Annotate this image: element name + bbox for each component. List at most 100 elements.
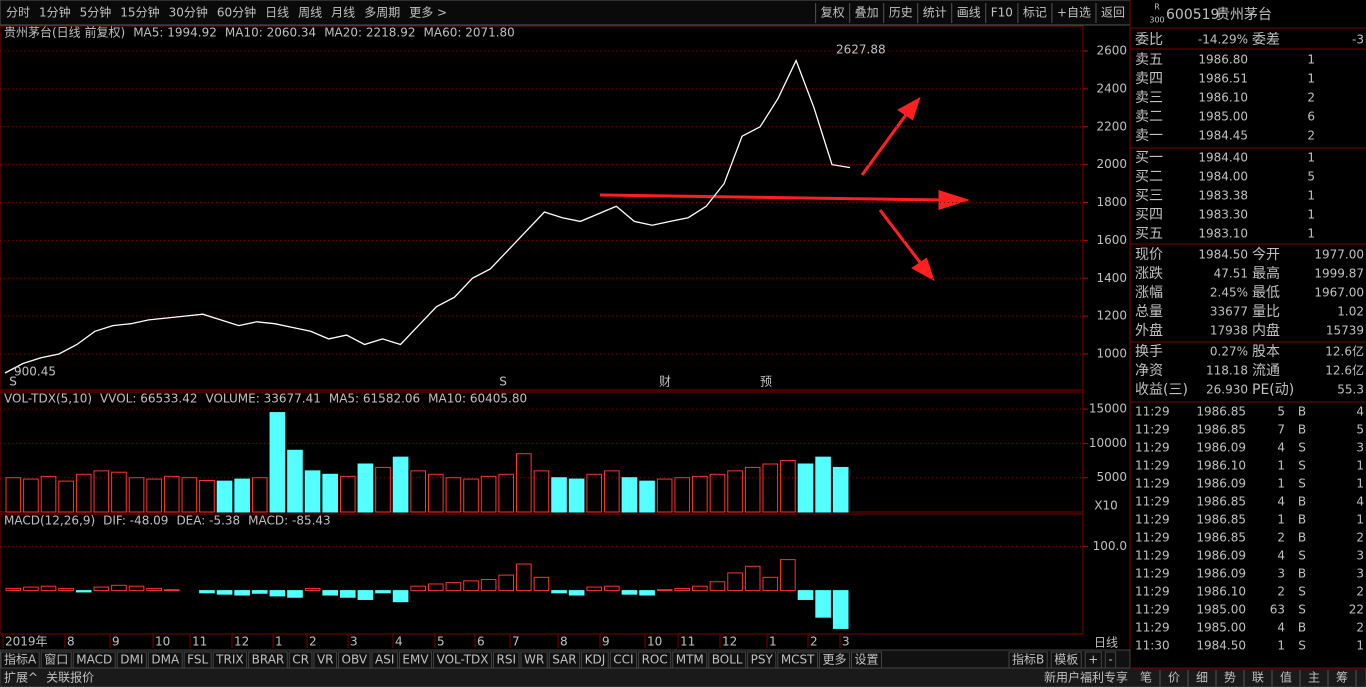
tool-button[interactable]: 历史: [889, 6, 913, 20]
indicator-tab: DMA: [151, 653, 180, 667]
tool-button[interactable]: 叠加: [855, 6, 879, 20]
tab-border: [851, 651, 883, 669]
macd-bar: [269, 590, 286, 597]
book-label: 买一: [1135, 150, 1163, 166]
high-label: 2627.88: [836, 43, 886, 57]
tick-volume: 3: [1277, 567, 1285, 581]
indicator-tab: DMI: [120, 653, 143, 667]
indicator-value: DIF: -48.09: [103, 514, 168, 528]
book-volume: 1: [1307, 72, 1315, 86]
volume-bar: [639, 480, 655, 513]
tool-button[interactable]: 返回: [1101, 6, 1125, 20]
panel-tab[interactable]: 细: [1196, 671, 1208, 685]
book-price: 1983.30: [1198, 208, 1248, 222]
indicator-value: MA10: 2060.34: [225, 26, 316, 40]
pane-title: VOL-TDX(5,10): [4, 392, 92, 406]
macd-bar: [762, 576, 779, 592]
status-promo: 新用户福利专享: [1044, 670, 1128, 685]
annotation-arrows: [599, 96, 970, 282]
stat-label: 总量: [1135, 304, 1163, 320]
stat-value: 1.02: [1337, 305, 1364, 319]
stat-value: 33677: [1210, 305, 1248, 319]
indicator-tab: -: [1108, 653, 1112, 667]
volume-bar: [815, 456, 831, 513]
panel-tab[interactable]: 价: [1168, 671, 1180, 685]
status-item: 关联报价: [46, 670, 94, 685]
volume-bar: [234, 478, 250, 513]
tool-button[interactable]: +自选: [1057, 6, 1091, 20]
stock-name: 贵州茅台: [1216, 7, 1272, 23]
panel-tab[interactable]: 笔: [1140, 670, 1152, 685]
date-label: 2: [810, 635, 818, 649]
date-label: 7: [512, 635, 520, 649]
volume-bar: [604, 470, 620, 513]
macd-bar: [639, 590, 655, 596]
stat-label: PE(动): [1252, 382, 1294, 398]
date-label: 2019年: [5, 635, 48, 649]
row-value: -14.29%: [1198, 33, 1248, 47]
period-tab: 1分钟: [39, 5, 71, 20]
tool-button[interactable]: 标记: [1023, 6, 1047, 20]
tick-side: S: [1298, 459, 1306, 473]
tool-button[interactable]: 复权: [821, 6, 845, 20]
tick-price: 1986.09: [1196, 567, 1246, 581]
indicator-tab: ROC: [642, 653, 668, 667]
tool-button[interactable]: 画线: [957, 6, 981, 20]
book-label: 卖四: [1135, 71, 1163, 87]
indicator-tab: CCI: [613, 653, 633, 667]
toolbar: [0, 0, 1131, 26]
stat-label: 最高: [1252, 265, 1280, 282]
macd-bar: [815, 590, 831, 618]
indicator-tab: 指标A: [4, 652, 37, 667]
indicator-value: MA20: 2218.92: [324, 26, 415, 40]
volume-bar: [269, 412, 286, 513]
panel-tab[interactable]: 势: [1224, 671, 1236, 685]
tab-border: [398, 651, 433, 669]
tick-count: 1: [1356, 459, 1364, 473]
panel-tab[interactable]: 联: [1252, 671, 1264, 685]
stat-value: 12.6亿: [1325, 363, 1364, 378]
tick-price: 1986.85: [1196, 405, 1246, 419]
volume-bar: [692, 475, 708, 513]
period-label: 日线: [1094, 636, 1118, 650]
tick-volume: 7: [1277, 423, 1285, 437]
panel-tab[interactable]: 值: [1280, 670, 1292, 685]
indicator-value: MA10: 60405.80: [428, 392, 527, 406]
panel-tab[interactable]: 筹: [1336, 671, 1348, 685]
tick-price: 1986.09: [1196, 477, 1246, 491]
macd-bar: [375, 590, 391, 594]
indicator-tab: 更多: [823, 653, 847, 667]
indicator-tab: MACD: [76, 653, 112, 667]
book-price: 1984.00: [1198, 170, 1248, 184]
tool-button[interactable]: F10: [991, 6, 1013, 20]
tick-volume: 4: [1277, 621, 1285, 635]
volume-bar: [428, 473, 444, 513]
volume-bar: [304, 470, 321, 513]
macd-bar: [75, 590, 92, 593]
volume-bar: [568, 478, 585, 513]
tick-price: 1986.09: [1196, 549, 1246, 563]
date-label: 3: [350, 635, 358, 649]
tick-count: 2: [1356, 585, 1364, 599]
tick-volume: 1: [1277, 513, 1285, 527]
panel-tab[interactable]: 主: [1308, 671, 1320, 685]
tab-border: [548, 651, 581, 669]
event-marker: 预: [760, 375, 772, 389]
indicator-value: MACD: -85.43: [248, 514, 331, 528]
macd-bar: [604, 585, 620, 592]
volume-bar: [40, 475, 57, 513]
volume-bar: [744, 466, 761, 513]
date-label: 3: [842, 635, 850, 649]
arrow: [860, 111, 910, 176]
stat-value: 1999.87: [1314, 267, 1364, 281]
date-label: 12: [234, 635, 249, 649]
date-label: 10: [647, 635, 662, 649]
indicator-tab: ASI: [375, 653, 394, 667]
book-volume: 1: [1307, 189, 1315, 203]
volume-bar: [93, 470, 110, 513]
macd-pane: [0, 513, 1084, 635]
price-pane: [0, 25, 1084, 391]
macd-bar: [744, 565, 761, 592]
tool-button[interactable]: 统计: [923, 6, 947, 20]
volume-bar: [797, 463, 814, 513]
